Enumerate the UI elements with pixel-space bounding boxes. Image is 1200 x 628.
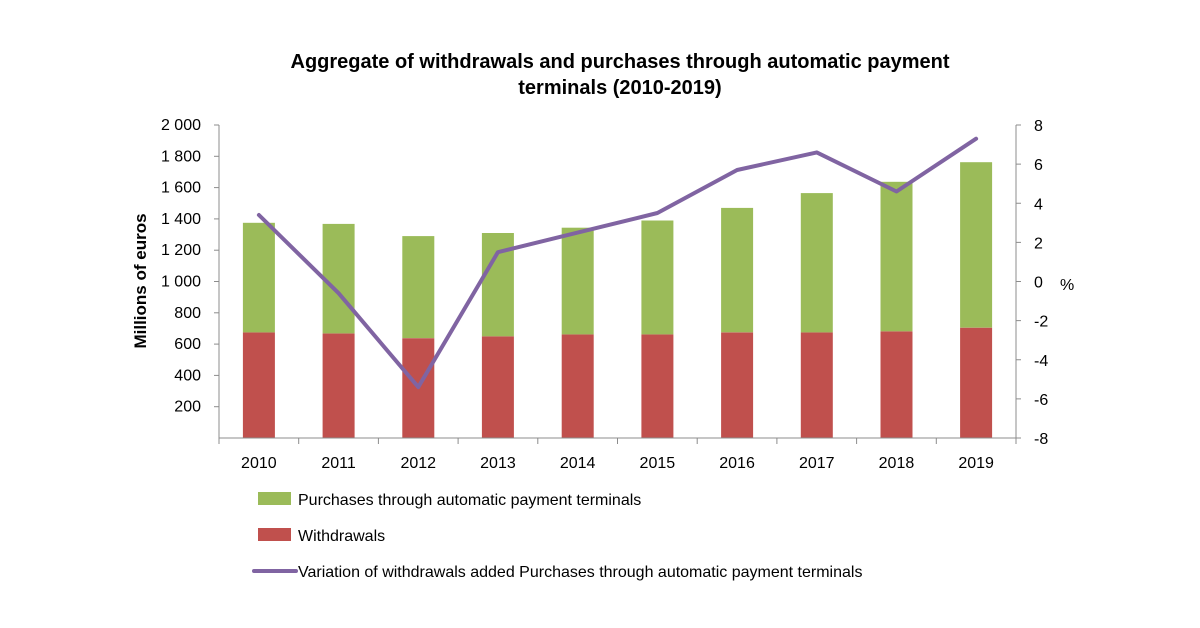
legend-label: Variation of withdrawals added Purchases…: [298, 564, 862, 581]
line-series-variation: [256, 136, 979, 390]
x-tick-label: 2018: [879, 455, 915, 472]
bar-withdrawals-2014: [561, 334, 594, 438]
chart-title-line-2: terminals (2010-2019): [518, 77, 721, 99]
y2-tick-label: 2: [1034, 235, 1043, 252]
bar-withdrawals-2018: [880, 331, 913, 438]
y-tick-label: 600: [174, 336, 201, 353]
x-tick-label: 2011: [321, 455, 356, 472]
y-tick-label: 200: [174, 399, 201, 416]
y2-tick-label: 8: [1034, 118, 1043, 135]
bar-withdrawals-2019: [960, 327, 993, 438]
y2-tick-label: -8: [1034, 431, 1048, 448]
bar-purchases-through-automatic-payment-terminals-2014: [561, 227, 594, 335]
y-tick-label: 400: [174, 367, 201, 384]
y-tick-label: 1 000: [161, 274, 201, 291]
bar-purchases-through-automatic-payment-terminals-2018: [880, 181, 913, 332]
legend-label: Purchases through automatic payment term…: [298, 492, 641, 509]
y-tick-label: 1 200: [161, 242, 201, 259]
bar-purchases-through-automatic-payment-terminals-2011: [322, 223, 355, 334]
x-tick-label: 2012: [400, 455, 436, 472]
x-tick-label: 2015: [640, 455, 676, 472]
bar-purchases-through-automatic-payment-terminals-2019: [960, 162, 993, 328]
x-tick-label: 2016: [719, 455, 755, 472]
x-tick-label: 2014: [560, 455, 596, 472]
bar-purchases-through-automatic-payment-terminals-2010: [242, 222, 275, 333]
bar-purchases-through-automatic-payment-terminals-2017: [800, 193, 833, 333]
bar-withdrawals-2016: [721, 332, 754, 438]
bar-purchases-through-automatic-payment-terminals-2016: [721, 207, 754, 333]
y-tick-label: 800: [174, 305, 201, 322]
x-tick-label: 2019: [958, 455, 994, 472]
bar-withdrawals-2011: [322, 333, 355, 438]
bar-withdrawals-2015: [641, 334, 674, 438]
y-tick-label: 2 000: [161, 117, 201, 134]
y2-tick-label: 6: [1034, 157, 1043, 174]
bar-purchases-through-automatic-payment-terminals-2015: [641, 220, 674, 335]
bar-withdrawals-2017: [800, 332, 833, 438]
y2-tick-label: -2: [1034, 314, 1048, 331]
x-tick-label: 2010: [241, 455, 277, 472]
y2-tick-label: -6: [1034, 392, 1048, 409]
legend: Purchases through automatic payment term…: [252, 492, 862, 581]
y2-tick-label: 4: [1034, 196, 1043, 213]
y-axis-label: Millions of euros: [131, 213, 150, 348]
bar-withdrawals-2013: [481, 336, 514, 438]
y2-tick-label: 0: [1034, 275, 1043, 292]
bar-purchases-through-automatic-payment-terminals-2012: [402, 236, 435, 339]
bar-withdrawals-2010: [242, 332, 275, 438]
legend-label: Withdrawals: [298, 528, 385, 545]
chart-title-line-1: Aggregate of withdrawals and purchases t…: [291, 51, 950, 73]
x-tick-label: 2017: [799, 455, 835, 472]
legend-swatch-0: [258, 492, 291, 505]
y2-axis-label: %: [1060, 277, 1074, 294]
y-tick-label: 1 400: [161, 211, 201, 228]
y-tick-label: 1 600: [161, 180, 201, 197]
plot-area: 200 400 600 800 1 000 1 200 1 400 1 600 1 800 2 0…: [161, 117, 1048, 472]
y2-tick-label: -4: [1034, 353, 1048, 370]
legend-swatch-1: [258, 528, 291, 541]
y-tick-label: 1 800: [161, 148, 201, 165]
x-tick-label: 2013: [480, 455, 516, 472]
